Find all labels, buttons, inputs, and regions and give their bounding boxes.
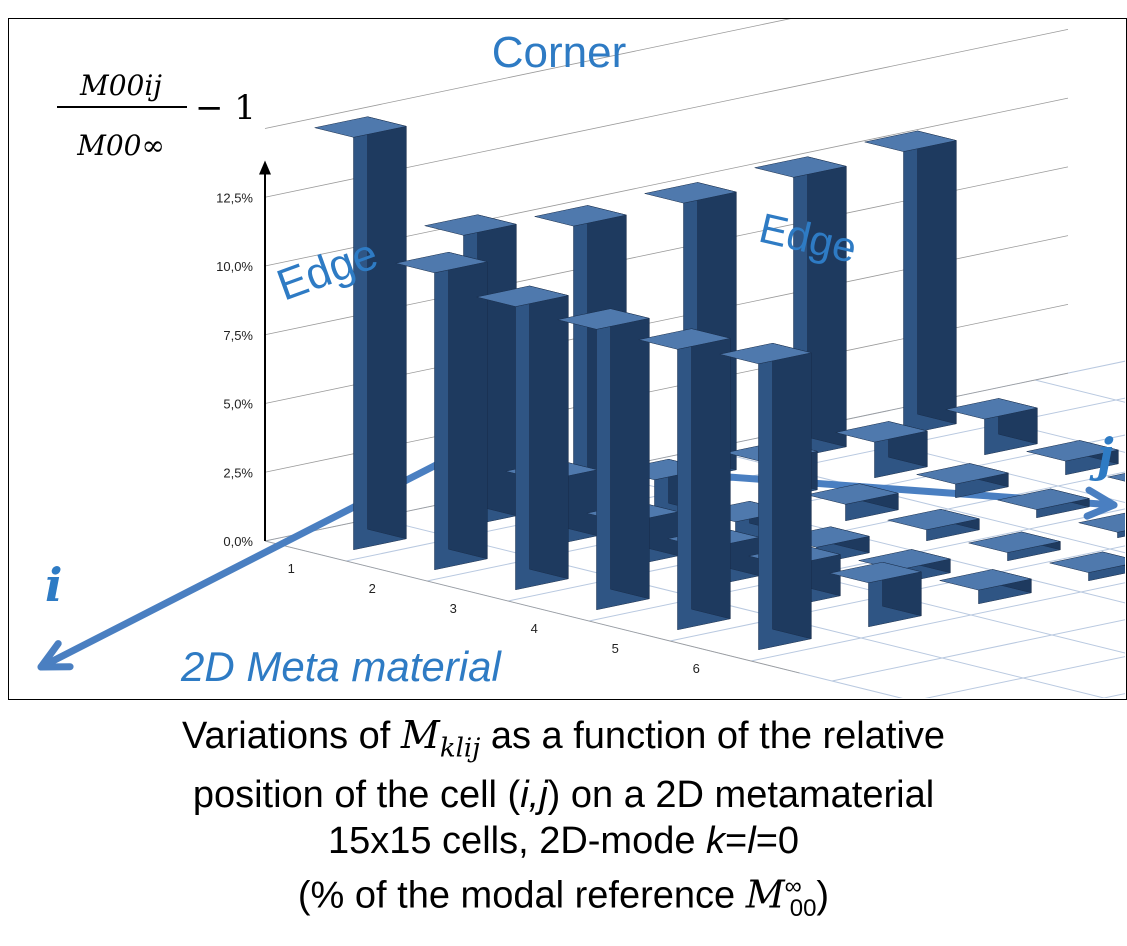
i-tick-label: 2 <box>369 581 376 596</box>
grid-line <box>814 425 1125 504</box>
chart-figure: 0,0%2,5%5,0%7,5%10,0%12,5% 123456123456 … <box>8 18 1127 700</box>
y-tick-label: 0,0% <box>223 534 253 549</box>
bar-side-face <box>917 130 957 425</box>
bar <box>829 561 922 628</box>
bar-top-face <box>395 251 488 274</box>
bar-top-face <box>557 308 650 330</box>
bar <box>719 342 812 651</box>
bar <box>1078 512 1125 539</box>
caption-math-m-ref: M <box>745 872 785 917</box>
wall-edge <box>264 540 800 674</box>
bar <box>1049 551 1125 582</box>
bar-top-face <box>1107 473 1125 482</box>
i-tick-label: 3 <box>450 601 457 616</box>
y-tick-label: 7,5% <box>223 328 253 343</box>
bar-top-face <box>719 342 812 365</box>
bar <box>887 508 980 542</box>
y-tick-label: 12,5% <box>216 190 253 205</box>
caption-line-2: position of the cell (i,j) on a 2D metam… <box>192 773 935 816</box>
bar-side-face <box>772 342 812 640</box>
bar-top-face <box>476 285 569 307</box>
i-tick-label: 4 <box>531 621 538 636</box>
bar <box>835 421 928 479</box>
bar <box>939 569 1032 605</box>
bar-top-face <box>644 182 737 204</box>
i-tick-label: 6 <box>693 661 700 676</box>
y-title-numerator: M00ij <box>79 69 162 102</box>
i-axis-arrow-head <box>37 640 74 671</box>
bar-top-face <box>887 508 980 531</box>
chart-svg: 0,0%2,5%5,0%7,5%10,0%12,5% 123456123456 … <box>37 19 1125 698</box>
bar <box>945 398 1038 456</box>
bar-side-face <box>691 328 731 620</box>
corner-label: Corner <box>492 28 627 77</box>
wall-gridline <box>264 19 791 129</box>
caption-math-m: M <box>400 713 440 757</box>
i-axis-label: i <box>45 558 62 612</box>
bar-top-face <box>1026 440 1119 462</box>
i-axis-arrow-shaft <box>37 437 487 671</box>
grid-line <box>924 656 1125 698</box>
bar <box>395 251 488 571</box>
bar-side-face <box>610 308 650 600</box>
bar-top-face <box>534 205 627 227</box>
bar-side-face <box>529 285 569 580</box>
caption-line-1: Variations of Mklij as a function of the… <box>181 713 946 764</box>
bar <box>638 328 731 631</box>
bar <box>476 285 569 591</box>
bar-front-face <box>1117 530 1125 539</box>
bar-top-face <box>806 483 899 505</box>
bar-front-face <box>1088 564 1125 582</box>
grid-line <box>924 402 1125 453</box>
bar-side-face <box>807 156 847 448</box>
bars <box>314 116 1125 651</box>
grid-line <box>750 582 1125 662</box>
i-tick-label: 1 <box>288 561 295 576</box>
bar-top-face <box>314 116 407 138</box>
caption-line-4: (% of the modal reference M∞00) <box>297 872 830 922</box>
bar-top-face <box>1078 512 1125 533</box>
y-tick-label: 2,5% <box>223 465 253 480</box>
bar <box>557 308 650 611</box>
grid-line <box>1075 511 1125 698</box>
bar-top-face <box>916 463 1009 485</box>
bar <box>314 116 407 551</box>
bar-side-face <box>367 116 407 540</box>
bar <box>1107 473 1125 482</box>
bar-top-face <box>835 421 928 443</box>
bar-top-face <box>424 214 517 236</box>
bar-top-face <box>864 130 957 152</box>
bar-top-face <box>945 398 1038 420</box>
bar-top-face <box>1049 551 1125 573</box>
bar <box>1026 440 1119 476</box>
metamaterial-label: 2D Meta material <box>180 643 502 690</box>
j-axis-arrow-head <box>1083 486 1118 520</box>
bar-top-face <box>754 156 847 178</box>
i-tick-label: 5 <box>612 641 619 656</box>
y-axis-title: M00ij M00∞ − 1 <box>57 69 256 162</box>
bar-top-face <box>997 488 1090 510</box>
bar-top-face <box>638 328 731 350</box>
grid-line <box>831 619 1125 682</box>
bar <box>916 463 1009 499</box>
grid-line <box>669 545 1125 642</box>
y-tick-label: 10,0% <box>216 259 253 274</box>
caption-line-3: 15x15 cells, 2D-mode k=l=0 <box>327 819 800 862</box>
y-title-denominator: M00∞ <box>76 129 165 162</box>
bar <box>864 130 957 436</box>
bar <box>997 488 1090 519</box>
y-title-minus-one: − 1 <box>195 88 256 128</box>
y-axis-arrowhead <box>259 160 271 175</box>
bar-top-face <box>939 569 1032 591</box>
bar-top-face <box>968 531 1061 553</box>
bar <box>806 483 899 522</box>
y-tick-label: 5,0% <box>223 397 253 412</box>
bar-top-face <box>829 561 922 584</box>
figure-caption: Variations of Mklij as a function of the… <box>0 712 1127 932</box>
bar <box>968 531 1061 562</box>
